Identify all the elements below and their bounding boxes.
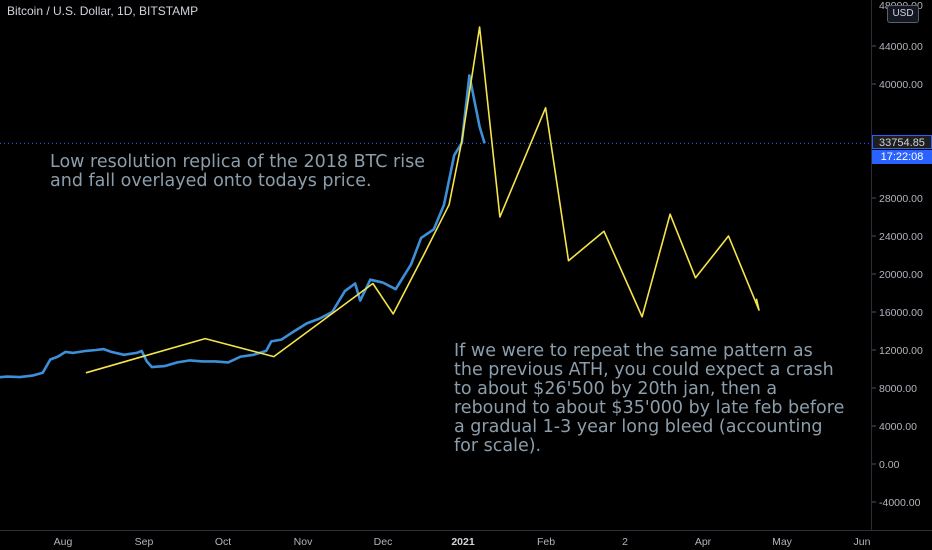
y-tick-label: -4000.00 [879,497,921,509]
projection-line[interactable] [85,26,760,374]
time-axis[interactable]: Aug Sep Oct Nov Dec 2021 Feb 2 Apr May Jun [54,536,871,548]
series-layer [0,26,760,379]
currency-badge[interactable]: USD [887,5,919,23]
countdown-label: 17:22:08 [872,150,932,164]
x-tick-label: Feb [537,536,555,548]
y-tick-label: 40000.00 [879,79,923,91]
y-tick-label: 12000.00 [879,345,923,357]
y-tick-label: 16000.00 [879,307,923,319]
x-tick-label: May [772,536,793,548]
y-tick-label: 44000.00 [879,41,923,53]
x-tick-label: Nov [294,536,313,548]
y-tick-label: 28000.00 [879,193,923,205]
x-tick-label: Dec [374,536,393,548]
y-tick-label: 4000.00 [879,421,917,433]
x-tick-label: 2021 [451,536,475,548]
x-tick-label: Jun [854,536,871,548]
symbol-title: Bitcoin / U.S. Dollar, 1D, BITSTAMP [7,4,199,18]
y-tick-label: 24000.00 [879,231,923,243]
x-tick-label: Aug [54,536,73,548]
annotation-note-bottom[interactable]: If we were to repeat the same pattern as… [454,341,845,456]
x-tick-label: Apr [695,536,712,548]
current-price-label: 33754.85 [872,135,932,149]
y-tick-label: 8000.00 [879,383,917,395]
x-tick-label: Sep [135,536,154,548]
y-tick-label: 20000.00 [879,269,923,281]
btc-price-line[interactable] [0,74,486,379]
x-tick-label: Oct [215,536,231,548]
annotation-note-top[interactable]: Low resolution replica of the 2018 BTC r… [50,152,425,191]
y-tick-label: 0.00 [879,459,900,471]
price-axis[interactable]: -4000.00 0.00 4000.00 8000.00 12000.00 16000.… [872,0,923,509]
x-tick-label: 2 [622,536,628,548]
